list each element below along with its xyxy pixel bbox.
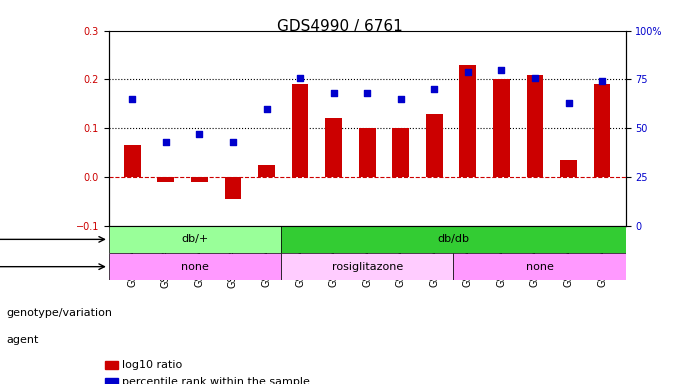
- Bar: [392, 128, 409, 177]
- Text: none: none: [181, 262, 209, 271]
- Point: [127, 96, 138, 102]
- Bar: [124, 145, 141, 177]
- FancyBboxPatch shape: [281, 226, 626, 253]
- Bar: [191, 177, 208, 182]
- Text: genotype/variation: genotype/variation: [7, 308, 113, 318]
- Point: [194, 131, 205, 137]
- Text: rosiglitazone: rosiglitazone: [332, 262, 403, 271]
- Text: percentile rank within the sample: percentile rank within the sample: [122, 377, 310, 384]
- Point: [596, 78, 607, 84]
- Bar: [258, 165, 275, 177]
- Point: [228, 139, 239, 145]
- Bar: [460, 65, 476, 177]
- Text: db/+: db/+: [182, 234, 209, 244]
- Point: [160, 139, 171, 145]
- Point: [328, 90, 339, 96]
- Point: [530, 74, 541, 81]
- Point: [496, 67, 507, 73]
- Bar: [560, 160, 577, 177]
- Text: log10 ratio: log10 ratio: [122, 360, 183, 370]
- Point: [294, 74, 305, 81]
- FancyBboxPatch shape: [109, 253, 281, 280]
- Bar: [224, 177, 241, 199]
- Text: db/db: db/db: [437, 234, 469, 244]
- Point: [462, 69, 473, 75]
- Bar: [493, 79, 510, 177]
- Point: [395, 96, 406, 102]
- Bar: [526, 74, 543, 177]
- Bar: [158, 177, 174, 182]
- Text: none: none: [526, 262, 554, 271]
- Point: [362, 90, 373, 96]
- Bar: [594, 84, 611, 177]
- Bar: [426, 114, 443, 177]
- Text: GDS4990 / 6761: GDS4990 / 6761: [277, 19, 403, 34]
- Point: [429, 86, 440, 92]
- Bar: [359, 128, 375, 177]
- FancyBboxPatch shape: [109, 226, 281, 253]
- Point: [563, 100, 574, 106]
- Bar: [292, 84, 309, 177]
- Point: [261, 106, 272, 112]
- Bar: [325, 119, 342, 177]
- FancyBboxPatch shape: [454, 253, 626, 280]
- FancyBboxPatch shape: [281, 253, 454, 280]
- Text: agent: agent: [7, 335, 39, 345]
